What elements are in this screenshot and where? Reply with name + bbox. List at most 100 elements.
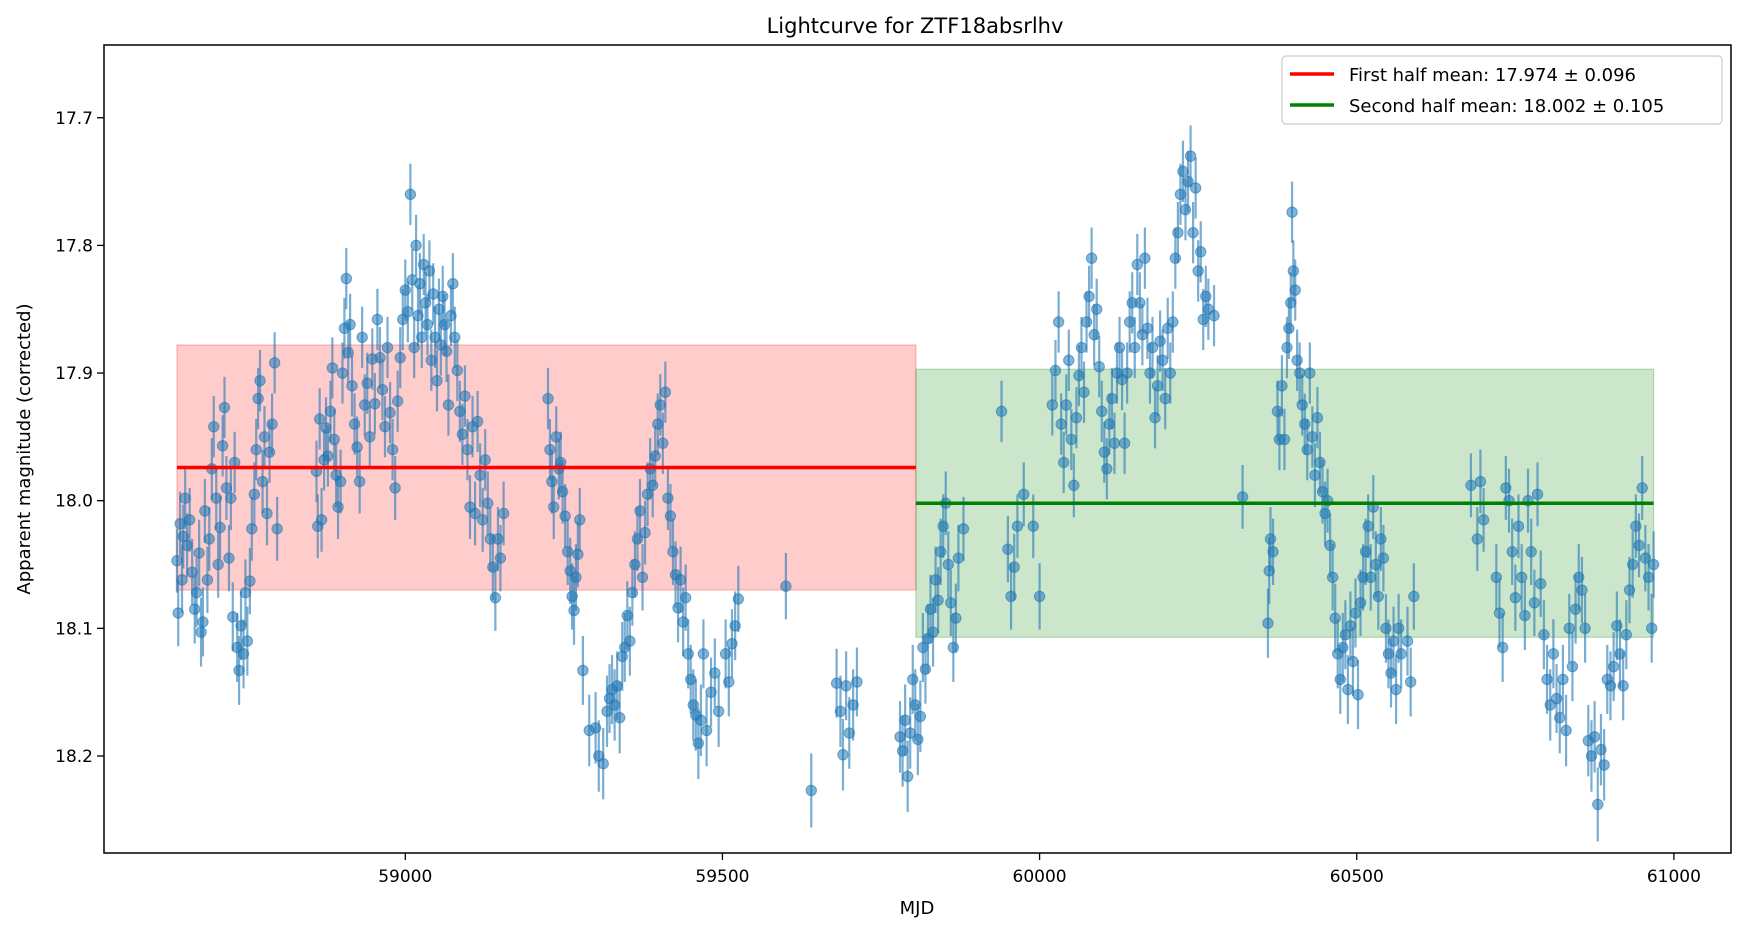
data-point [1151, 355, 1164, 417]
point-marker [709, 667, 721, 679]
point-marker [652, 418, 664, 430]
point-marker [1179, 203, 1192, 216]
point-marker [952, 552, 965, 564]
point-marker [626, 586, 639, 599]
point-marker [685, 673, 697, 686]
x-tick-label: 61000 [1647, 867, 1701, 887]
point-marker [332, 501, 344, 513]
y-axis-label: Apparent magnitude (corrected) [14, 303, 35, 594]
data-point [313, 388, 326, 450]
point-marker [1566, 660, 1579, 673]
point-marker [203, 533, 215, 545]
point-marker [712, 705, 725, 718]
point-marker [399, 284, 411, 296]
point-marker [634, 505, 646, 517]
point-marker [1554, 711, 1566, 724]
data-point [1096, 380, 1108, 442]
y-tick-label: 17.7 [55, 109, 93, 129]
point-marker [497, 507, 510, 520]
point-marker [1291, 354, 1303, 366]
data-point [1167, 291, 1179, 353]
point-marker [171, 554, 183, 567]
point-marker [1169, 252, 1182, 264]
point-marker [1075, 341, 1088, 354]
data-point [479, 429, 491, 491]
point-marker [254, 375, 266, 387]
data-point [239, 559, 252, 626]
point-marker [241, 635, 254, 647]
point-marker [1311, 412, 1324, 424]
data-point [1576, 556, 1588, 624]
point-marker [1380, 622, 1392, 635]
point-marker [252, 392, 264, 405]
data-point [1544, 669, 1556, 741]
point-marker [1337, 641, 1349, 654]
point-marker [1506, 546, 1518, 558]
data-point [840, 651, 852, 721]
point-marker [189, 603, 201, 615]
data-point [404, 163, 417, 225]
data-point [199, 478, 211, 543]
point-marker [431, 375, 443, 387]
point-marker [657, 437, 669, 449]
point-marker [1342, 683, 1354, 696]
data-point [494, 524, 507, 592]
point-marker [364, 431, 376, 443]
point-marker [674, 574, 687, 586]
point-marker [258, 431, 271, 443]
point-marker [1118, 437, 1131, 449]
point-marker [1055, 418, 1067, 430]
point-marker [1319, 507, 1331, 520]
point-marker [474, 469, 486, 481]
point-marker [679, 592, 692, 604]
point-marker [662, 492, 674, 504]
point-marker [266, 418, 278, 430]
y-tick-label: 17.9 [55, 364, 93, 384]
point-marker [176, 574, 188, 586]
point-marker [896, 745, 909, 757]
data-point [1377, 524, 1390, 592]
point-marker [1579, 622, 1591, 635]
data-point [1563, 593, 1575, 663]
point-marker [351, 441, 363, 453]
data-point [1390, 655, 1402, 725]
point-marker [1264, 533, 1277, 545]
point-marker [914, 710, 927, 723]
data-point [1146, 316, 1159, 379]
point-marker [482, 497, 494, 509]
x-tick-label: 60000 [1013, 867, 1067, 887]
data-point [208, 396, 220, 458]
data-point [1592, 767, 1604, 842]
point-marker [201, 574, 214, 586]
data-point [1289, 259, 1301, 321]
point-marker [577, 664, 589, 677]
data-point [659, 361, 672, 423]
point-marker [1535, 577, 1547, 590]
point-marker [346, 380, 358, 392]
data-point [1579, 593, 1591, 663]
point-marker [1197, 313, 1209, 326]
point-marker [687, 699, 699, 711]
point-marker [1289, 284, 1301, 296]
data-point [1395, 619, 1407, 689]
point-marker [353, 475, 366, 488]
point-marker [1154, 335, 1166, 347]
y-tick-label: 18.1 [55, 619, 93, 639]
point-marker [1065, 433, 1078, 446]
data-point [244, 547, 256, 615]
data-point [574, 487, 586, 552]
data-point [695, 684, 707, 756]
data-point [1538, 600, 1550, 670]
point-marker [212, 558, 224, 571]
point-marker [324, 405, 337, 418]
point-marker [649, 450, 661, 462]
point-marker [932, 594, 944, 606]
point-marker [391, 395, 404, 407]
point-marker [193, 547, 205, 559]
data-point [324, 380, 337, 442]
data-point [340, 247, 353, 310]
data-point [1408, 563, 1420, 630]
data-point [1172, 202, 1184, 264]
data-point [1519, 581, 1531, 651]
data-point [326, 337, 339, 399]
